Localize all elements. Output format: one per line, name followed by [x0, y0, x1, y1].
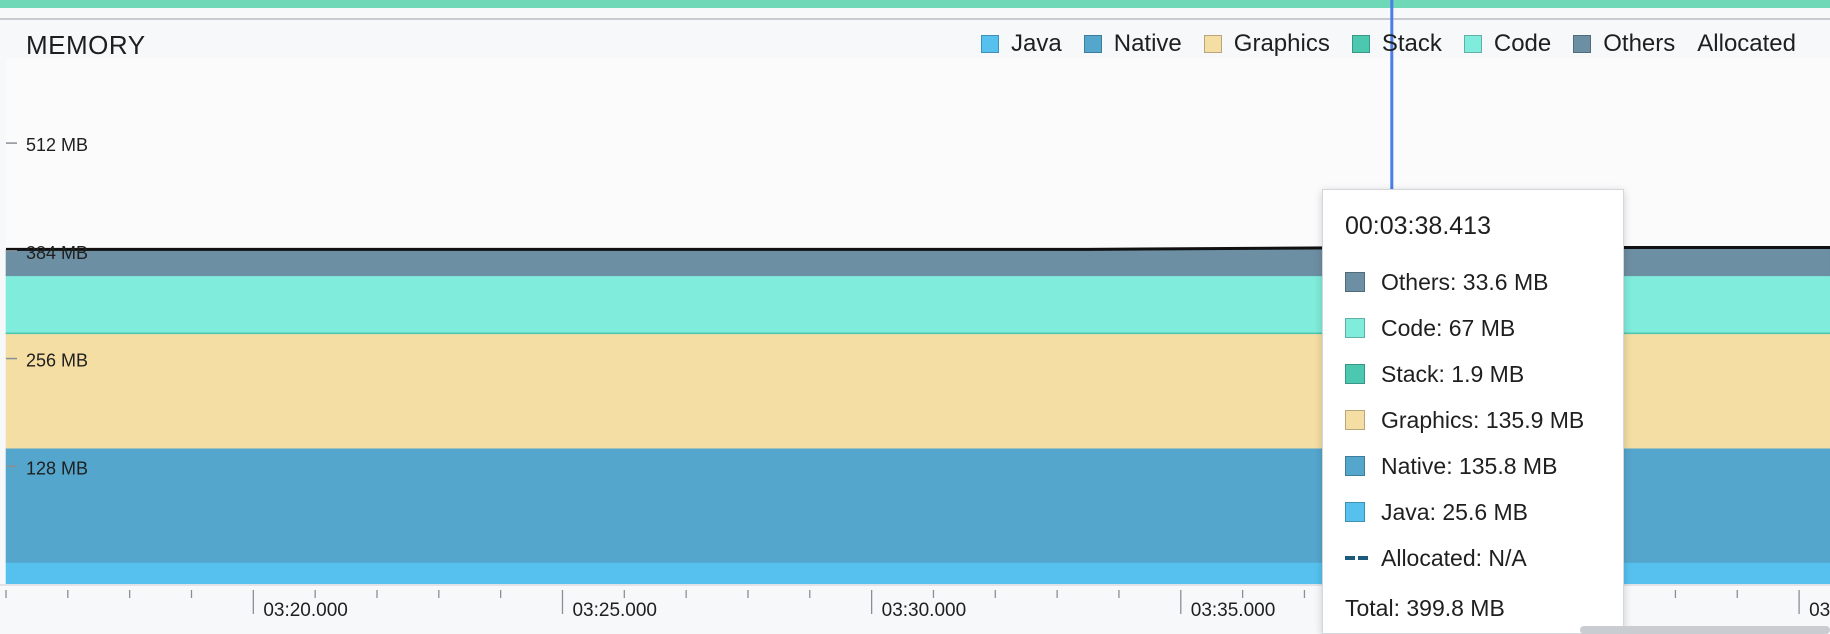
y-tick-label: 128 MB — [26, 458, 88, 478]
legend-label: Stack — [1381, 30, 1442, 57]
tooltip-row: Allocated: N/A — [1345, 535, 1623, 581]
tooltip-swatch — [1345, 272, 1365, 292]
dashed-line-icon — [1345, 548, 1369, 568]
tooltip-swatch — [1345, 456, 1365, 476]
tooltip-row-label: Code: 67 MB — [1381, 314, 1516, 341]
tooltip-row: Java: 25.6 MB — [1345, 489, 1623, 535]
x-tick-label: 03:25.000 — [572, 600, 657, 621]
legend-label: Native — [1113, 30, 1182, 57]
tooltip-row: Stack: 1.9 MB — [1345, 351, 1623, 397]
track-divider — [0, 18, 1830, 20]
legend-item-stack: Stack — [1351, 30, 1442, 58]
tooltip-swatch — [1345, 364, 1365, 384]
tooltip-row-label: Allocated: N/A — [1381, 544, 1527, 571]
tooltip-row: Others: 33.6 MB — [1345, 259, 1623, 305]
legend-label: Graphics — [1233, 30, 1330, 57]
legend-item-others: Others — [1573, 30, 1675, 58]
legend-swatch — [1203, 35, 1222, 53]
memory-tooltip: 00:03:38.413 Others: 33.6 MB Code: 67 MB S… — [1322, 189, 1624, 634]
legend-item-native: Native — [1083, 30, 1182, 58]
tooltip-row: Native: 135.8 MB — [1345, 443, 1623, 489]
x-tick-label: 03:35.000 — [1191, 600, 1276, 621]
previous-track-strip — [0, 0, 1830, 8]
y-tick-label: 512 MB — [26, 135, 88, 155]
tooltip-row: Graphics: 135.9 MB — [1345, 397, 1623, 443]
legend-item-java: Java — [981, 30, 1062, 58]
tooltip-swatch — [1345, 502, 1365, 522]
x-tick-label: 03:30.000 — [882, 600, 967, 621]
tooltip-row: Code: 67 MB — [1345, 305, 1623, 351]
x-tick-label: 03:45.000 — [1809, 600, 1830, 621]
x-tick-label: 03:20.000 — [263, 600, 348, 621]
legend-item-graphics: Graphics — [1203, 30, 1330, 58]
tooltip-row-label: Stack: 1.9 MB — [1381, 360, 1525, 387]
tooltip-row-label: Native: 135.8 MB — [1381, 452, 1558, 479]
tooltip-swatch — [1345, 410, 1365, 430]
legend-swatch — [1083, 35, 1102, 53]
tooltip-row-label: Graphics: 135.9 MB — [1381, 406, 1585, 433]
legend-label: Java — [1011, 30, 1062, 57]
legend-label: Code — [1493, 30, 1552, 57]
tooltip-row-label: Java: 25.6 MB — [1381, 498, 1529, 525]
legend-label: Allocated — [1697, 30, 1796, 57]
horizontal-scrollbar-thumb[interactable] — [1580, 626, 1830, 634]
chart-legend: Java Native Graphics Stack Code Others Allocat… — [981, 30, 1796, 58]
legend-item-allocated: Allocated — [1697, 30, 1796, 58]
tooltip-swatch — [1345, 318, 1365, 338]
legend-label: Others — [1603, 30, 1676, 57]
y-tick-label: 384 MB — [26, 243, 88, 263]
y-tick-label: 256 MB — [26, 351, 88, 371]
tooltip-time: 00:03:38.413 — [1345, 212, 1491, 240]
tooltip-rows: Others: 33.6 MB Code: 67 MB Stack: 1.9 MB G… — [1345, 259, 1623, 581]
legend-swatch — [981, 35, 1000, 53]
panel-title: MEMORY — [26, 30, 146, 60]
tooltip-row-label: Others: 33.6 MB — [1381, 268, 1549, 295]
tooltip-total: Total: 399.8 MB — [1345, 594, 1505, 621]
legend-swatch — [1463, 35, 1482, 53]
legend-swatch — [1573, 35, 1592, 53]
legend-swatch — [1351, 35, 1370, 53]
legend-item-code: Code — [1463, 30, 1552, 58]
